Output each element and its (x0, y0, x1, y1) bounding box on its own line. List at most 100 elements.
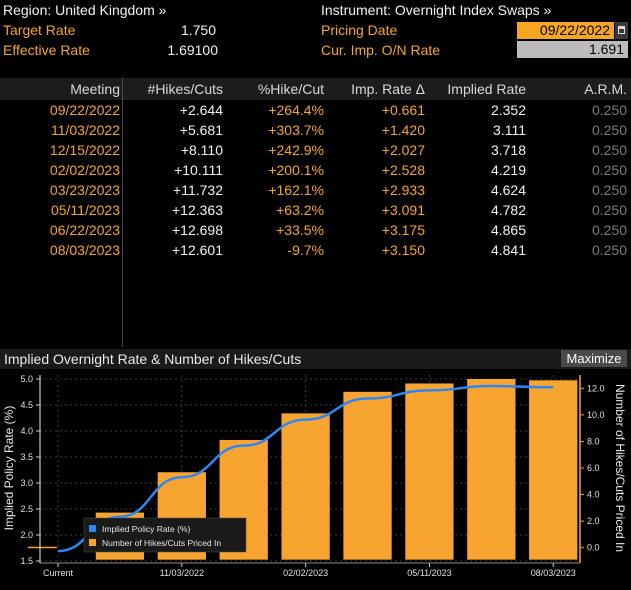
left-tick-label: 3.0 (20, 478, 33, 488)
col-arm[interactable]: A.R.M. (584, 81, 627, 97)
table-row[interactable]: 09/22/2022 +2.644 +264.4% +0.661 2.352 0.250 (0, 100, 631, 120)
arm-value: 0.250 (591, 182, 627, 198)
meeting-date: 06/22/2023 (49, 222, 120, 238)
legend-box (83, 517, 247, 553)
col-implied-rate[interactable]: Implied Rate (447, 81, 526, 97)
table-row[interactable]: 12/15/2022 +8.110 +242.9% +2.027 3.718 0.250 (0, 140, 631, 160)
pct-hike-cut: +303.7% (268, 122, 324, 138)
left-tick-label: 2.5 (20, 504, 33, 514)
bar (27, 546, 57, 549)
legend-swatch-bar (89, 539, 96, 546)
imp-rate-delta: +2.933 (381, 182, 425, 198)
right-tick-label: 12.0 (587, 383, 605, 393)
hikes-cuts: +12.601 (172, 242, 223, 258)
col-meeting[interactable]: Meeting (70, 81, 120, 97)
hikes-cuts: +8.110 (180, 142, 223, 158)
col-imp-rate-delta[interactable]: Imp. Rate Δ (351, 81, 425, 97)
bar (281, 413, 330, 560)
left-tick-label: 1.5 (20, 556, 33, 566)
imp-rate-delta: +3.091 (381, 202, 425, 218)
bar (467, 379, 516, 560)
col-hikes-cuts[interactable]: #Hikes/Cuts (147, 81, 223, 97)
implied-rate: 4.624 (490, 182, 526, 198)
imp-rate-delta: +3.175 (381, 222, 425, 238)
right-tick-label: 0.0 (587, 543, 600, 553)
pct-hike-cut: +242.9% (268, 142, 324, 158)
target-rate-value: 1.750 (180, 22, 216, 38)
cur-imp-rate-field: 1.691 (517, 41, 628, 58)
chart-header: Implied Overnight Rate & Number of Hikes… (0, 349, 631, 369)
calendar-icon[interactable] (614, 22, 628, 39)
meeting-date: 09/22/2022 (49, 102, 120, 118)
pct-hike-cut: +162.1% (268, 182, 324, 198)
arm-value: 0.250 (591, 222, 627, 238)
x-tick-label: 11/03/2022 (160, 568, 204, 578)
left-tick-label: 2.0 (20, 530, 33, 540)
pct-hike-cut: +264.4% (268, 102, 324, 118)
meeting-date: 05/11/2023 (50, 202, 120, 218)
meeting-date: 08/03/2023 (49, 242, 120, 258)
hikes-cuts: +10.111 (174, 162, 223, 178)
right-tick-label: 8.0 (587, 436, 600, 446)
implied-rate: 4.219 (490, 162, 526, 178)
region-selector[interactable]: Region: United Kingdom » (3, 2, 167, 18)
imp-rate-delta: +2.528 (381, 162, 425, 178)
pct-hike-cut: +63.2% (276, 202, 324, 218)
meeting-date: 12/15/2022 (49, 142, 120, 158)
imp-rate-delta: +2.027 (381, 142, 425, 158)
meeting-date: 02/02/2023 (49, 162, 120, 178)
target-rate-label: Target Rate (3, 22, 76, 38)
left-tick-label: 4.0 (20, 426, 33, 436)
right-tick-label: 4.0 (587, 490, 600, 500)
effective-rate-value: 1.69100 (167, 42, 218, 58)
left-tick-label: 5.0 (20, 374, 33, 384)
instrument-selector[interactable]: Instrument: Overnight Index Swaps » (321, 2, 552, 18)
arm-value: 0.250 (591, 202, 627, 218)
col-pct-hike-cut[interactable]: %Hike/Cut (257, 81, 324, 97)
effective-rate-label: Effective Rate (3, 42, 90, 58)
hikes-cuts: +2.644 (179, 102, 223, 118)
column-divider (122, 78, 123, 347)
left-tick-label: 3.5 (20, 452, 33, 462)
table-row[interactable]: 06/22/2023 +12.698 +33.5% +3.175 4.865 0.250 (0, 220, 631, 240)
implied-rate: 4.865 (490, 222, 526, 238)
implied-rate: 2.352 (490, 102, 526, 118)
chart-title: Implied Overnight Rate & Number of Hikes… (4, 351, 302, 367)
table-row[interactable]: 08/03/2023 +12.601 -9.7% +3.150 4.841 0.250 (0, 240, 631, 260)
maximize-button[interactable]: Maximize (561, 350, 627, 367)
x-tick-label: 02/02/2023 (283, 568, 328, 578)
x-tick-label: Current (43, 568, 74, 578)
meeting-date: 03/23/2023 (49, 182, 120, 198)
x-tick-label: 08/03/2023 (531, 568, 576, 578)
imp-rate-delta: +0.661 (381, 102, 425, 118)
cur-imp-rate-label: Cur. Imp. O/N Rate (321, 42, 441, 58)
implied-rate: 4.841 (490, 242, 526, 258)
implied-rate-line (57, 384, 554, 553)
hikes-cuts: +12.363 (172, 202, 223, 218)
imp-rate-delta: +1.420 (381, 122, 425, 138)
pricing-date-label: Pricing Date (321, 22, 398, 38)
arm-value: 0.250 (591, 122, 627, 138)
right-tick-label: 10.0 (587, 410, 605, 420)
bar (529, 380, 578, 560)
arm-value: 0.250 (591, 142, 627, 158)
table-row[interactable]: 05/11/2023 +12.363 +63.2% +3.091 4.782 0.250 (0, 200, 631, 220)
arm-value: 0.250 (591, 102, 627, 118)
hikes-cuts: +12.698 (172, 222, 223, 238)
arm-value: 0.250 (591, 162, 627, 178)
right-axis-title: Number of Hikes/Cuts Priced In (613, 384, 627, 552)
bar (343, 391, 392, 560)
implied-rate: 3.718 (490, 142, 526, 158)
pct-hike-cut: +200.1% (268, 162, 324, 178)
table-row[interactable]: 02/02/2023 +10.111 +200.1% +2.528 4.219 0.250 (0, 160, 631, 180)
imp-rate-delta: +3.150 (381, 242, 425, 258)
pricing-date-input[interactable]: 09/22/2022 (517, 22, 614, 39)
arm-value: 0.250 (591, 242, 627, 258)
table-header: Meeting #Hikes/Cuts %Hike/Cut Imp. Rate … (0, 78, 631, 100)
bar (405, 383, 454, 560)
table-row[interactable]: 11/03/2022 +5.681 +303.7% +1.420 3.111 0.250 (0, 120, 631, 140)
right-tick-label: 6.0 (587, 463, 600, 473)
table-row[interactable]: 03/23/2023 +11.732 +162.1% +2.933 4.624 0.250 (0, 180, 631, 200)
hikes-cuts: +5.681 (179, 122, 223, 138)
implied-rate: 3.111 (493, 122, 526, 138)
